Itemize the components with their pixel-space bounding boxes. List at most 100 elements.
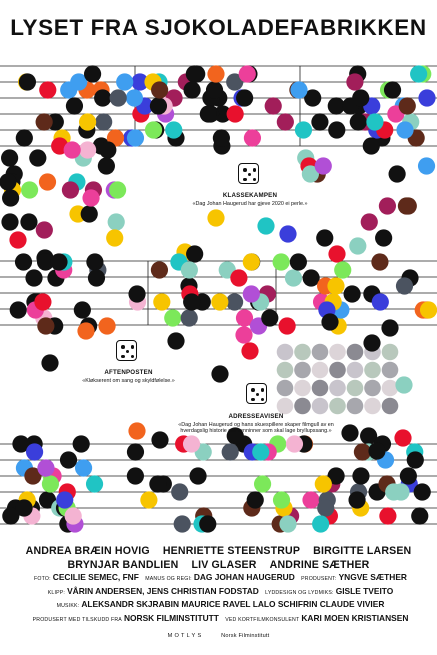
dice-pip: [243, 168, 247, 172]
dice-pip: [125, 349, 130, 354]
color-dot: [302, 269, 320, 287]
color-dot: [364, 397, 381, 415]
color-dot: [364, 361, 381, 379]
color-dot: [261, 309, 279, 327]
color-dot: [321, 313, 339, 331]
color-dot: [362, 137, 380, 155]
crew-role: VED KORTFILMKONSULENT: [225, 616, 300, 623]
color-dot: [399, 467, 417, 485]
color-dot: [34, 293, 52, 311]
color-dot: [165, 121, 183, 139]
color-dot: [381, 319, 399, 337]
color-dot: [189, 467, 207, 485]
color-dot: [106, 229, 124, 247]
color-dot: [25, 269, 43, 287]
color-dot: [24, 467, 42, 485]
color-dot: [346, 73, 364, 91]
color-dot: [294, 397, 311, 415]
color-dot: [311, 379, 329, 397]
color-dot: [327, 277, 345, 295]
color-dot: [327, 467, 345, 485]
color-dot: [185, 65, 203, 83]
color-dot: [368, 442, 386, 460]
crew-person: ALEKSANDR SKJRABIN MAURICE RAVEL LALO SC…: [81, 599, 385, 610]
color-dot: [396, 121, 414, 139]
color-dot: [86, 253, 104, 271]
color-dot: [126, 467, 144, 485]
color-dot: [252, 443, 270, 461]
color-dot: [9, 301, 27, 319]
credits-block: ANDREA BRÆIN HOVIG HENRIETTE STEENSTRUP …: [0, 544, 437, 626]
color-dot: [381, 379, 399, 397]
color-dot: [388, 165, 406, 183]
color-dot: [243, 129, 262, 147]
review-quote: «Dag Johan Haugerud har gjeve 2020 ei pe…: [192, 201, 308, 208]
color-dot: [406, 451, 424, 469]
color-dot: [294, 379, 311, 397]
color-dot: [418, 89, 436, 107]
cast-name: BRYNJAR BANDLIEN: [67, 559, 179, 571]
color-dot: [149, 97, 168, 115]
color-dot: [180, 261, 198, 279]
color-dot: [211, 365, 229, 383]
color-dot: [63, 141, 81, 159]
color-dot: [38, 173, 57, 191]
color-dot: [276, 397, 294, 415]
color-dot: [14, 253, 33, 271]
crew-line: KLIPP: VÅRIN ANDERSEN, JENS CHRISTIAN FOD…: [0, 586, 437, 600]
color-dot: [15, 499, 33, 517]
color-dot: [226, 73, 244, 91]
color-dot: [9, 231, 27, 249]
color-dot: [82, 189, 100, 207]
color-dot: [226, 427, 244, 445]
dice-five-rating: [116, 340, 137, 361]
color-dot: [207, 65, 225, 83]
crew-role: FOTO:: [34, 576, 51, 582]
color-dot: [238, 65, 256, 83]
color-dot: [346, 397, 364, 415]
color-dot: [77, 322, 95, 340]
color-dot: [242, 253, 260, 271]
dice-pip: [243, 177, 247, 182]
color-dot: [378, 197, 397, 215]
crew-line: PRODUSERT MED TILSKUDD FRA NORSK FILMINST…: [0, 613, 437, 627]
color-dot: [56, 491, 74, 509]
color-dot: [1, 213, 19, 231]
color-dot: [349, 113, 367, 131]
color-dot: [381, 361, 399, 379]
color-dot: [392, 483, 410, 501]
crew-role: PRODUSERT MED TILSKUDD FRA: [32, 616, 122, 623]
dice-five-rating: [246, 383, 267, 404]
color-dot: [242, 285, 260, 303]
color-dot: [25, 443, 44, 461]
color-dot: [2, 507, 20, 525]
color-dot: [214, 105, 232, 123]
color-dot: [109, 89, 127, 107]
color-dot: [346, 361, 364, 379]
color-dot: [294, 121, 313, 139]
color-dot: [360, 427, 378, 445]
color-dot: [301, 165, 319, 183]
review-source: ADRESSEAVISEN: [228, 413, 284, 420]
color-dot: [364, 379, 381, 397]
crew-role: PRODUSENT:: [301, 576, 337, 582]
dice-five-rating: [238, 163, 259, 184]
color-dot: [294, 343, 311, 361]
color-dot: [35, 221, 53, 239]
color-dot: [95, 113, 113, 131]
crew-role: MUSIKK:: [56, 603, 80, 610]
color-dot: [284, 269, 303, 287]
color-dot: [279, 515, 297, 533]
color-dot: [72, 435, 90, 453]
crew-role: LYDDESIGN OG LYDMIKS:: [265, 589, 334, 596]
color-dot: [311, 343, 329, 361]
cast-row: BRYNJAR BANDLIEN LIV GLASER ANDRINE SÆTH…: [0, 558, 437, 572]
color-dot: [116, 73, 134, 91]
review-adresseavisen: ADRESSEAVISEN «Dag Johan Haugerud og han…: [164, 413, 348, 435]
color-dot: [352, 89, 370, 107]
logo-strip: MOTLYS Norsk Filminstitutt: [0, 633, 437, 639]
review-source: AFTENPOSTEN: [104, 369, 153, 376]
color-dot: [311, 361, 329, 379]
color-dot: [236, 89, 254, 107]
color-dot: [316, 229, 334, 247]
